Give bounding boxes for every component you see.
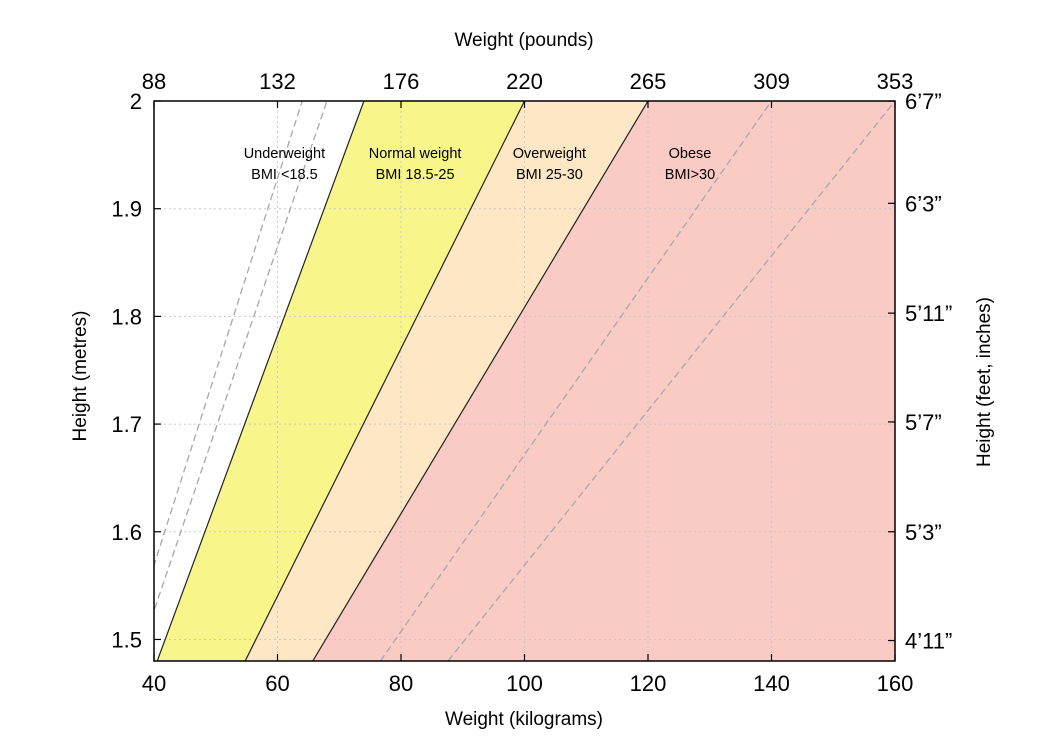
y-right-tick-label: 5’11” bbox=[905, 301, 952, 326]
y-left-tick-label: 1.9 bbox=[111, 197, 142, 222]
x-bottom-tick-label: 140 bbox=[753, 671, 790, 696]
x-top-tick-label: 132 bbox=[259, 69, 296, 94]
x-bottom-tick-label: 80 bbox=[389, 671, 413, 696]
x-top-tick-label: 220 bbox=[506, 69, 543, 94]
x-top-tick-label: 176 bbox=[383, 69, 420, 94]
x-top-axis-title: Weight (pounds) bbox=[454, 30, 593, 51]
x-top-tick-label: 88 bbox=[142, 69, 166, 94]
x-bottom-tick-label: 100 bbox=[506, 671, 543, 696]
y-left-tick-label: 1.7 bbox=[111, 412, 142, 437]
y-left-axis-title: Height (metres) bbox=[70, 311, 91, 442]
bmi-boundary-line bbox=[156, 101, 365, 661]
y-left-tick-label: 1.8 bbox=[111, 304, 142, 329]
x-bottom-axis-title: Weight (kilograms) bbox=[445, 709, 603, 730]
grid-lines bbox=[154, 101, 895, 661]
y-right-tick-label: 6’7” bbox=[905, 89, 942, 114]
region-underweight bbox=[154, 101, 364, 661]
region-labels: Underweight BMI <18.5 Normal weight BMI 18.… bbox=[244, 146, 715, 183]
bmi-boundary-lines bbox=[156, 101, 649, 661]
y-left-tick-label: 2 bbox=[130, 89, 142, 114]
y-right-tick-label: 6’3” bbox=[905, 191, 942, 216]
region-bmi-label-underweight: BMI <18.5 bbox=[251, 167, 318, 183]
region-overweight bbox=[245, 101, 648, 661]
x-top-tick-label: 309 bbox=[753, 69, 790, 94]
x-bottom-tick-label: 120 bbox=[630, 671, 667, 696]
y-left-tick-label: 1.6 bbox=[111, 520, 142, 545]
region-label-normal-weight: Normal weight bbox=[369, 146, 462, 162]
y-left-tick-label: 1.5 bbox=[111, 627, 142, 652]
region-label-overweight: Overweight bbox=[513, 146, 586, 162]
bmi-boundary-line bbox=[312, 101, 649, 661]
region-bmi-label-normal-weight: BMI 18.5-25 bbox=[376, 167, 455, 183]
x-bottom-tick-label: 60 bbox=[265, 671, 289, 696]
bmi-regions bbox=[154, 101, 895, 661]
y-right-tick-label: 5’7” bbox=[905, 410, 942, 435]
region-obese bbox=[312, 101, 895, 661]
region-label-underweight: Underweight bbox=[244, 146, 325, 162]
bmi-boundary-line bbox=[244, 101, 526, 661]
y-right-tick-label: 4’11” bbox=[905, 629, 952, 654]
x-bottom-tick-label: 160 bbox=[877, 671, 914, 696]
x-bottom-tick-label: 40 bbox=[142, 671, 166, 696]
region-label-obese: Obese bbox=[669, 146, 712, 162]
dashed-bmi-line bbox=[379, 101, 773, 661]
region-normal-weight bbox=[157, 101, 525, 661]
dashed-bmi-line bbox=[154, 101, 303, 568]
y-right-axis-title: Height (feet, inches) bbox=[974, 297, 995, 467]
region-bmi-label-obese: BMI>30 bbox=[665, 167, 715, 183]
x-top-tick-label: 265 bbox=[630, 69, 667, 94]
y-right-tick-label: 5’3” bbox=[905, 520, 942, 545]
region-bmi-label-overweight: BMI 25-30 bbox=[516, 167, 583, 183]
x-top-tick-label: 353 bbox=[877, 69, 914, 94]
dashed-bmi-line bbox=[447, 101, 895, 661]
dashed-bmi-lines bbox=[154, 101, 895, 661]
axis-ticks: 40 60 80 100 120 140 160 88 132 176 220 265 309 353 1.… bbox=[111, 69, 952, 696]
